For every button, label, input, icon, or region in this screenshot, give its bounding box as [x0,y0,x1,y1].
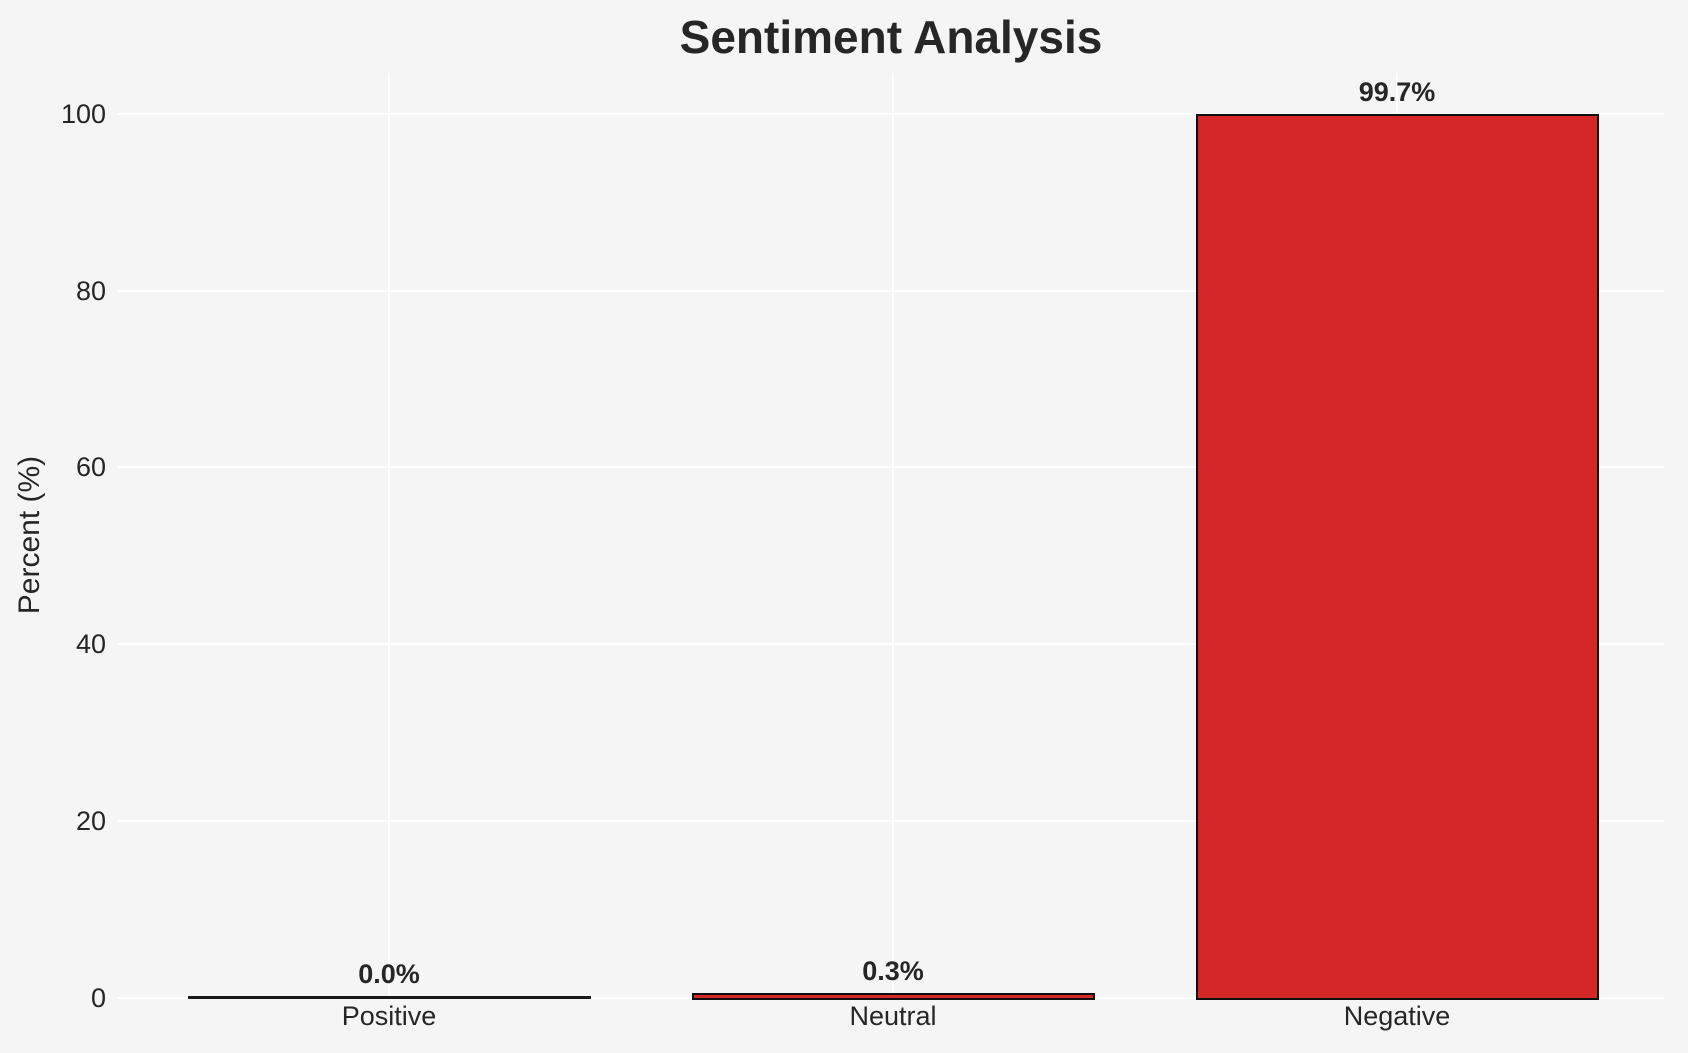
h-gridline [118,820,1664,823]
bar [1195,114,1599,1001]
bar-value-label: 0.0% [358,958,420,989]
h-gridline [118,289,1664,292]
v-gridline [388,73,390,998]
y-tick-label: 80 [75,275,106,306]
v-gridline [892,73,894,998]
bar-value-label: 0.3% [862,956,924,987]
x-tick-label: Neutral [849,1001,937,1031]
y-axis-label: Percent (%) [13,455,46,615]
y-tick-label: 40 [75,629,106,660]
y-tick-label: 100 [60,98,106,129]
x-tick-label: Positive [341,1001,437,1031]
bar [187,995,591,999]
bar [691,993,1095,1001]
chart-title: Sentiment Analysis [679,11,1103,63]
h-gridline [118,466,1664,469]
bar-value-label: 99.7% [1358,77,1436,108]
x-tick-label: Negative [1343,1001,1451,1031]
y-tick-label: 20 [75,806,106,837]
y-tick-label: 60 [75,452,106,483]
h-gridline [118,643,1664,646]
y-tick-label: 0 [90,983,106,1013]
h-gridline [118,112,1664,115]
